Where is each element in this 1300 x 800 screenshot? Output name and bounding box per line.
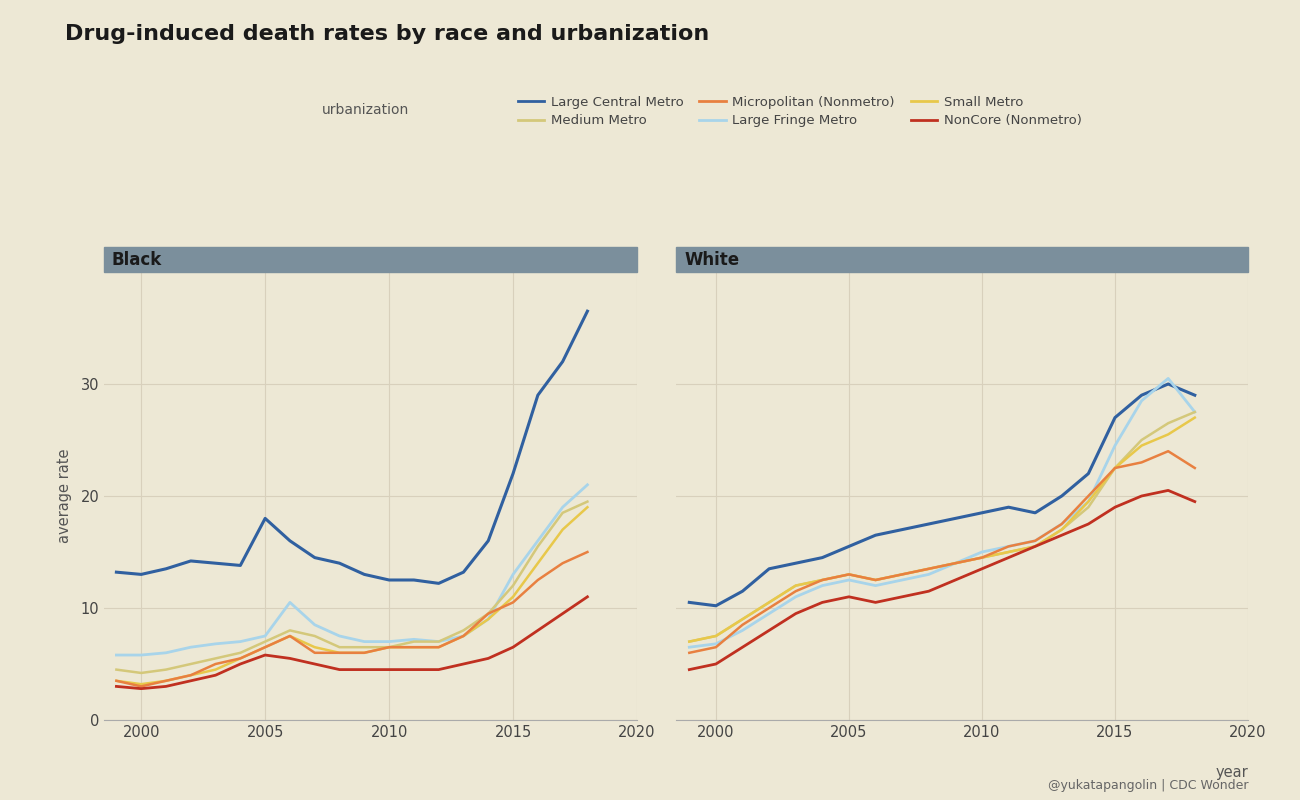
Text: urbanization: urbanization [322, 103, 410, 118]
Text: Drug-induced death rates by race and urbanization: Drug-induced death rates by race and urb… [65, 24, 710, 44]
Legend: Large Central Metro, Medium Metro, Micropolitan (Nonmetro), Large Fringe Metro, : Large Central Metro, Medium Metro, Micro… [512, 90, 1087, 133]
Text: Black: Black [112, 250, 162, 269]
Text: year: year [1216, 765, 1248, 780]
FancyBboxPatch shape [104, 247, 637, 272]
Text: @yukatapangolin | CDC Wonder: @yukatapangolin | CDC Wonder [1048, 779, 1248, 792]
FancyBboxPatch shape [676, 247, 1248, 272]
Text: White: White [685, 250, 740, 269]
Y-axis label: average rate: average rate [57, 449, 72, 543]
